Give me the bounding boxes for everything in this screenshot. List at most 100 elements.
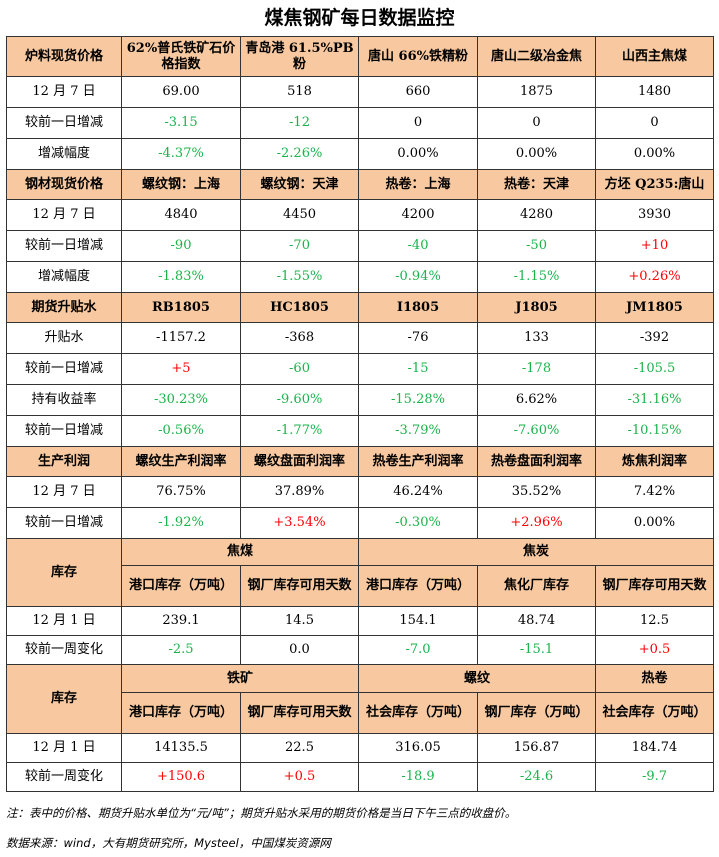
value-cell: +10: [595, 230, 714, 262]
table-row: 较前一周变化 +150.6 +0.5 -18.9 -24.6 -9.7: [6, 762, 714, 792]
value-cell: 4280: [477, 199, 596, 231]
inventory-sub-row: 港口库存（万吨） 钢厂库存可用天数 港口库存（万吨） 焦化厂库存 钢厂库存可用天数: [7, 565, 714, 607]
table-row: 较前一日增减 -0.56% -1.77% -3.79% -7.60% -10.15%: [6, 415, 714, 447]
row-label: 增减幅度: [6, 138, 122, 170]
value-cell: -24.6: [477, 762, 596, 792]
value-cell: 7.42%: [595, 476, 714, 508]
value-cell: 0: [477, 107, 596, 139]
group-header: 焦煤: [121, 538, 359, 566]
value-cell: -15.1: [477, 635, 596, 665]
value-cell: -1.83%: [121, 261, 241, 293]
value-cell: 12.5: [595, 606, 714, 636]
section-title: 库存: [6, 664, 122, 734]
inventory-sub-row: 港口库存（万吨） 钢厂库存可用天数 社会库存（万吨） 钢厂库存（万吨） 社会库存（万吨）: [7, 692, 714, 734]
value-cell: 37.89%: [240, 476, 359, 508]
value-cell: -1.55%: [240, 261, 359, 293]
row-label: 较前一日增减: [6, 230, 122, 262]
row-label: 升贴水: [6, 322, 122, 354]
value-cell: -0.30%: [358, 507, 478, 539]
column-header: 唐山 66%铁精粉: [358, 36, 478, 77]
column-header: 螺纹生产利润率: [121, 446, 241, 477]
value-cell: 4840: [121, 199, 241, 231]
column-header: 港口库存（万吨）: [121, 565, 241, 607]
value-cell: 6.62%: [477, 384, 596, 416]
table-row: 较前一周变化 -2.5 0.0 -7.0 -15.1 +0.5: [6, 635, 714, 665]
value-cell: -10.15%: [595, 415, 714, 447]
value-cell: 156.87: [477, 733, 596, 763]
row-label: 持有收益率: [6, 384, 122, 416]
row-label: 较前一周变化: [6, 762, 122, 792]
value-cell: -70: [240, 230, 359, 262]
row-label: 较前一日增减: [6, 507, 122, 539]
column-header: 螺纹钢：上海: [121, 169, 241, 200]
column-header: 港口库存（万吨）: [358, 565, 478, 607]
table-row: 增减幅度 -4.37% -2.26% 0.00% 0.00% 0.00%: [6, 138, 714, 170]
column-header: 钢厂库存可用天数: [595, 565, 714, 607]
table-row: 12 月 1 日 239.1 14.5 154.1 48.74 12.5: [6, 606, 714, 636]
value-cell: -392: [595, 322, 714, 354]
value-cell: -3.79%: [358, 415, 478, 447]
value-cell: 46.24%: [358, 476, 478, 508]
value-cell: -7.0: [358, 635, 478, 665]
value-cell: 518: [240, 76, 359, 108]
value-cell: +2.96%: [477, 507, 596, 539]
value-cell: 4450: [240, 199, 359, 231]
value-cell: -1157.2: [121, 322, 241, 354]
column-header: 螺纹钢：天津: [240, 169, 359, 200]
column-header: HC1805: [240, 292, 359, 323]
table-row: 12 月 7 日 4840 4450 4200 4280 3930: [6, 199, 714, 231]
column-header: I1805: [358, 292, 478, 323]
value-cell: 4200: [358, 199, 478, 231]
inventory-group-row: 库存 焦煤 焦炭: [6, 538, 714, 607]
group-header: 螺纹: [358, 664, 596, 693]
column-header: 焦化厂库存: [477, 565, 596, 607]
column-header: 钢厂库存可用天数: [240, 565, 359, 607]
value-cell: 48.74: [477, 606, 596, 636]
column-header: RB1805: [121, 292, 241, 323]
value-cell: -76: [358, 322, 478, 354]
row-label: 12 月 7 日: [6, 76, 122, 108]
column-header: 港口库存（万吨）: [121, 692, 241, 734]
value-cell: -31.16%: [595, 384, 714, 416]
group-header: 焦炭: [358, 538, 714, 566]
value-cell: -368: [240, 322, 359, 354]
section-header-row: 生产利润 螺纹生产利润率 螺纹盘面利润率 热卷生产利润率 热卷盘面利润率 炼焦利润率: [6, 446, 714, 477]
value-cell: 0: [595, 107, 714, 139]
value-cell: +3.54%: [240, 507, 359, 539]
column-header: 方坯 Q235:唐山: [595, 169, 714, 200]
value-cell: -9.60%: [240, 384, 359, 416]
column-header: J1805: [477, 292, 596, 323]
column-header: 炼焦利润率: [595, 446, 714, 477]
column-header: 热卷盘面利润率: [477, 446, 596, 477]
row-label: 较前一日增减: [6, 353, 122, 385]
column-header: 青岛港 61.5%PB 粉: [240, 36, 359, 77]
value-cell: -60: [240, 353, 359, 385]
column-header: 热卷：上海: [358, 169, 478, 200]
column-header: 社会库存（万吨）: [595, 692, 714, 734]
row-label: 12 月 1 日: [6, 733, 122, 763]
table-row: 12 月 7 日 76.75% 37.89% 46.24% 35.52% 7.42%: [6, 476, 714, 508]
row-label: 较前一日增减: [6, 107, 122, 139]
value-cell: 133: [477, 322, 596, 354]
section-header-row: 钢材现货价格 螺纹钢：上海 螺纹钢：天津 热卷：上海 热卷：天津 方坯 Q235:唐山: [6, 169, 714, 200]
table-row: 较前一日增减 -90 -70 -40 -50 +10: [6, 230, 714, 262]
row-label: 较前一日增减: [6, 415, 122, 447]
group-header: 热卷: [595, 664, 714, 693]
section-header-row: 炉料现货价格 62%普氏铁矿石价格指数 青岛港 61.5%PB 粉唐山 66%铁精粉…: [6, 36, 714, 77]
value-cell: -18.9: [358, 762, 478, 792]
value-cell: 239.1: [121, 606, 241, 636]
table-row: 升贴水 -1157.2 -368 -76 133 -392: [6, 322, 714, 354]
row-label: 12 月 7 日: [6, 199, 122, 231]
inventory-group-row: 库存 铁矿 螺纹 热卷: [6, 664, 714, 734]
value-cell: -15: [358, 353, 478, 385]
column-header: 螺纹盘面利润率: [240, 446, 359, 477]
row-label: 12 月 7 日: [6, 476, 122, 508]
table-row: 较前一日增减 -1.92% +3.54% -0.30% +2.96% 0.00%: [6, 507, 714, 539]
section-title: 库存: [6, 538, 122, 607]
section-title: 钢材现货价格: [6, 169, 122, 200]
column-header: 钢厂库存可用天数: [240, 692, 359, 734]
value-cell: 184.74: [595, 733, 714, 763]
value-cell: -15.28%: [358, 384, 478, 416]
value-cell: -30.23%: [121, 384, 241, 416]
value-cell: -105.5: [595, 353, 714, 385]
